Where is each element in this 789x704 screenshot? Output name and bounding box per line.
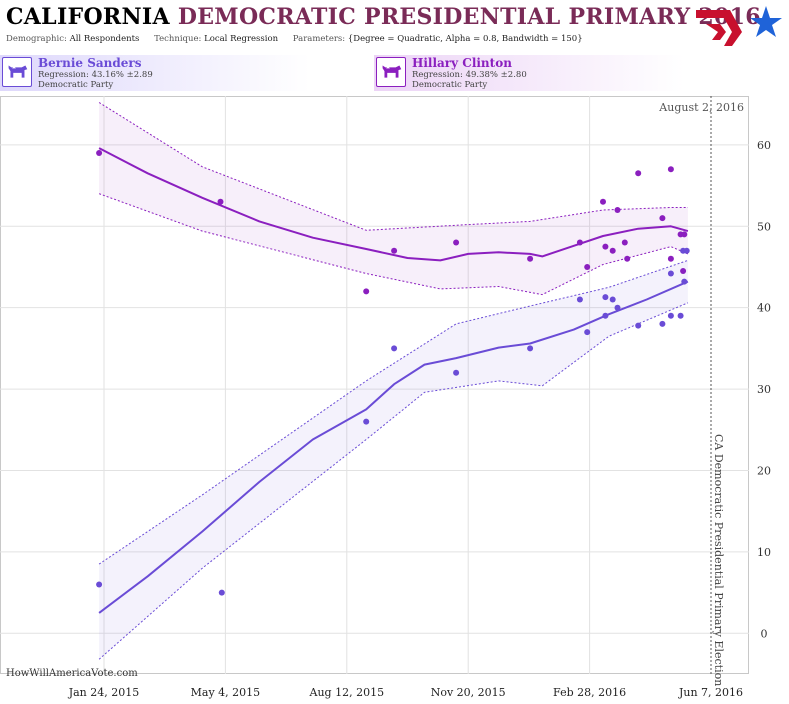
poll-point-bernie-sanders xyxy=(576,296,583,303)
poll-point-bernie-sanders xyxy=(218,589,225,596)
parameters-value: {Degree = Quadratic, Alpha = 0.8, Bandwi… xyxy=(347,34,583,44)
poll-point-bernie-sanders xyxy=(602,312,609,319)
poll-point-bernie-sanders xyxy=(527,345,534,352)
poll-point-hillary-clinton xyxy=(584,264,591,270)
poll-point-hillary-clinton xyxy=(576,239,583,246)
poll-point-bernie-sanders xyxy=(667,312,674,319)
poll-point-bernie-sanders xyxy=(659,320,666,327)
x-tick-label: Jun 7, 2016 xyxy=(678,686,743,699)
poll-point-bernie-sanders xyxy=(681,278,688,285)
confidence-band-hillary-clinton xyxy=(99,102,688,295)
candidate-card-clinton[interactable]: Hillary Clinton Regression: 49.38% ±2.80… xyxy=(374,55,684,91)
x-tick-label: Feb 28, 2016 xyxy=(553,686,626,699)
poll-point-hillary-clinton xyxy=(602,243,609,250)
poll-point-bernie-sanders xyxy=(453,369,460,376)
demographic-value: All Respondents xyxy=(69,34,140,44)
x-tick-label: Aug 12, 2015 xyxy=(309,686,385,699)
parameters-line: Demographic: All Respondents Technique: … xyxy=(6,34,595,44)
poll-point-bernie-sanders xyxy=(602,294,609,301)
poll-point-bernie-sanders xyxy=(677,312,684,319)
site-credit: HowWillAmericaVote.com xyxy=(6,668,138,679)
poll-point-hillary-clinton xyxy=(453,239,460,246)
lower-bound-hillary-clinton xyxy=(98,193,689,296)
y-tick-label: 30 xyxy=(757,383,771,396)
site-logo xyxy=(696,6,782,46)
poll-point-hillary-clinton xyxy=(217,198,224,205)
candidate-card-sanders[interactable]: Bernie Sanders Regression: 43.16% ±2.89 … xyxy=(0,55,310,91)
donkey-icon xyxy=(2,57,32,87)
candidate-party: Democratic Party xyxy=(412,80,488,90)
poll-point-bernie-sanders xyxy=(614,304,621,311)
poll-point-hillary-clinton xyxy=(363,288,370,295)
poll-point-bernie-sanders xyxy=(683,247,690,254)
y-tick-label: 50 xyxy=(757,220,771,233)
poll-point-hillary-clinton xyxy=(96,150,103,156)
poll-point-hillary-clinton xyxy=(609,247,616,254)
poll-point-bernie-sanders xyxy=(667,270,674,277)
poll-point-bernie-sanders xyxy=(363,418,370,425)
candidate-party: Democratic Party xyxy=(38,80,114,90)
plot-area xyxy=(0,96,749,674)
x-tick-label: Jan 24, 2015 xyxy=(68,686,140,699)
demographic-label: Demographic: xyxy=(6,34,67,44)
poll-point-bernie-sanders xyxy=(96,581,103,588)
poll-point-hillary-clinton xyxy=(621,239,628,246)
title-race: DEMOCRATIC PRESIDENTIAL PRIMARY 2016 xyxy=(177,4,761,30)
title-state: CALIFORNIA xyxy=(6,4,170,30)
poll-point-bernie-sanders xyxy=(584,329,591,336)
candidate-name: Bernie Sanders xyxy=(38,56,142,70)
poll-point-hillary-clinton xyxy=(624,255,631,262)
confidence-band-bernie-sanders xyxy=(99,260,688,660)
candidate-name: Hillary Clinton xyxy=(412,56,512,70)
x-tick-label: Nov 20, 2015 xyxy=(431,686,506,699)
poll-point-hillary-clinton xyxy=(680,268,687,274)
poll-point-hillary-clinton xyxy=(667,255,674,262)
donkey-icon xyxy=(376,57,406,87)
y-tick-label: 0 xyxy=(761,627,768,640)
poll-point-hillary-clinton xyxy=(635,170,642,177)
parameters-label: Parameters: xyxy=(292,34,346,44)
poll-point-hillary-clinton xyxy=(659,215,666,222)
y-tick-label: 60 xyxy=(757,139,771,152)
y-tick-label: 10 xyxy=(757,546,771,559)
poll-point-hillary-clinton xyxy=(600,198,606,205)
y-tick-label: 40 xyxy=(757,302,771,315)
upper-bound-bernie-sanders xyxy=(98,259,689,565)
y-tick-label: 20 xyxy=(757,464,771,477)
candidate-regression: Regression: 43.16% ±2.89 xyxy=(38,70,153,80)
page-title: CALIFORNIA DEMOCRATIC PRESIDENTIAL PRIMA… xyxy=(6,4,761,30)
poll-point-hillary-clinton xyxy=(681,231,688,238)
x-tick-label: May 4, 2015 xyxy=(191,686,261,699)
regression-line-bernie-sanders xyxy=(98,280,689,614)
regression-line-hillary-clinton xyxy=(98,147,689,262)
candidate-regression: Regression: 49.38% ±2.80 xyxy=(412,70,527,80)
as-of-date-label: August 2, 2016 xyxy=(658,101,744,114)
lower-bound-bernie-sanders xyxy=(98,302,689,660)
poll-point-bernie-sanders xyxy=(635,322,642,329)
poll-point-bernie-sanders xyxy=(609,296,616,303)
poll-point-bernie-sanders xyxy=(391,345,398,352)
poll-point-hillary-clinton xyxy=(527,255,534,262)
technique-label: Technique: xyxy=(154,34,202,44)
election-label: CA Democratic Presidential Primary Elect… xyxy=(712,434,725,686)
poll-point-hillary-clinton xyxy=(614,207,621,213)
poll-point-hillary-clinton xyxy=(391,247,398,254)
poll-point-hillary-clinton xyxy=(667,166,674,173)
technique-value: Local Regression xyxy=(204,34,279,44)
